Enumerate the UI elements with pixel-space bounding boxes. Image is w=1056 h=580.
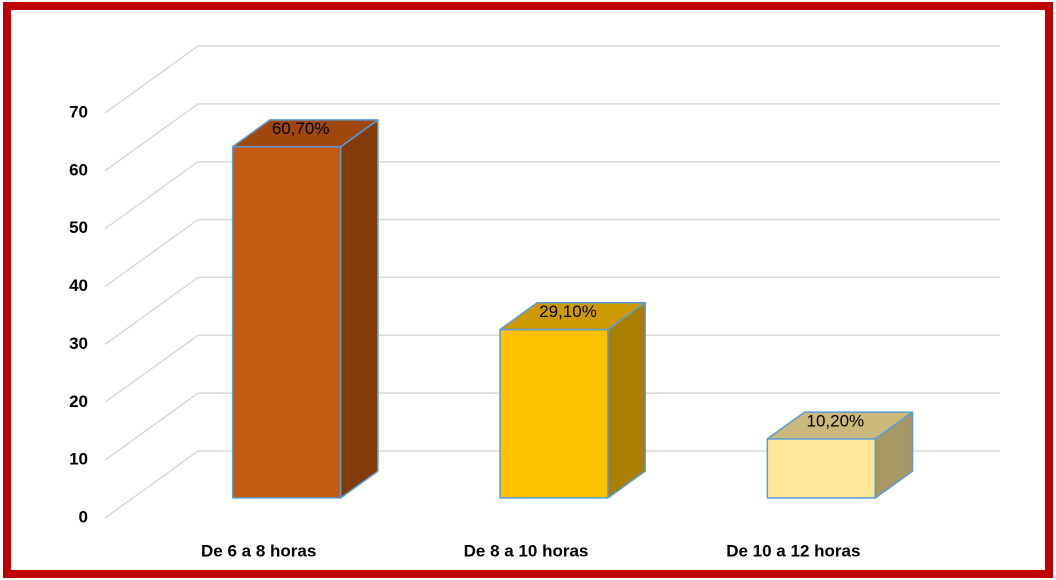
bar-side	[607, 301, 646, 499]
grid-line	[104, 334, 199, 403]
y-tick-label: 0	[79, 507, 88, 526]
grid-line	[104, 276, 199, 346]
bar	[499, 301, 646, 499]
bar-top	[231, 119, 379, 148]
bar-front	[499, 328, 609, 499]
y-tick-label: 10	[69, 450, 88, 469]
y-tick-label: 30	[69, 334, 88, 353]
x-tick-label: De 6 a 8 horas	[201, 541, 316, 560]
x-tick-label: De 8 a 10 horas	[464, 541, 589, 560]
bar-top	[499, 301, 646, 331]
bar	[231, 119, 379, 499]
bar-side	[339, 119, 379, 499]
y-tick-label: 60	[69, 160, 88, 179]
grid-line	[104, 45, 199, 114]
bar-top	[766, 411, 914, 440]
bar-front	[766, 438, 877, 499]
grid-line	[104, 161, 199, 230]
y-tick-label: 20	[69, 392, 88, 411]
y-tick-label: 40	[69, 276, 88, 295]
grid-line	[104, 103, 199, 172]
y-tick-label: 50	[69, 218, 88, 237]
value-label: 10,20%	[806, 411, 864, 430]
grid-line	[104, 450, 199, 519]
bar	[766, 411, 914, 499]
grid-line	[104, 392, 199, 461]
value-label: 29,10%	[539, 302, 597, 321]
grid-line	[104, 218, 199, 288]
value-label: 60,70%	[272, 119, 330, 138]
x-tick-label: De 10 a 12 horas	[726, 541, 860, 560]
y-tick-label: 70	[69, 102, 88, 121]
bar-front	[231, 145, 342, 499]
